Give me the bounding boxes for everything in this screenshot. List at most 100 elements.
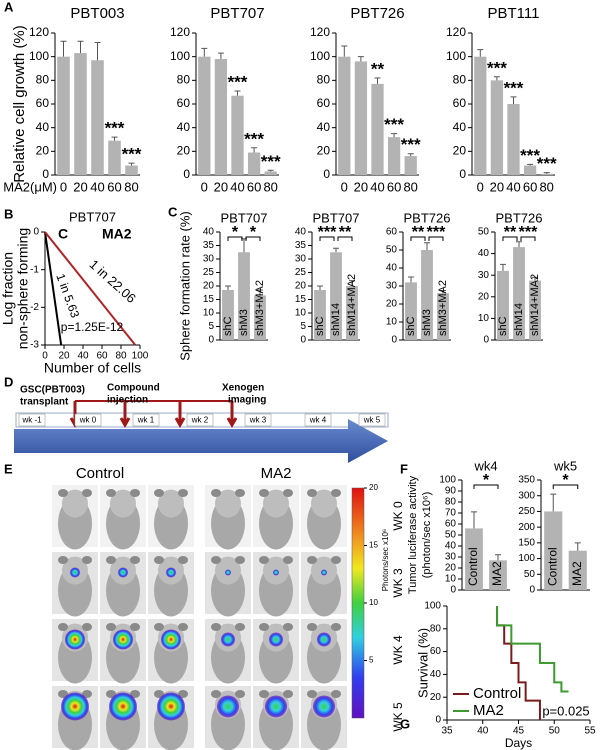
significance-bracket <box>473 484 499 489</box>
error-bar <box>510 96 517 104</box>
week-label: wk 5 <box>363 416 381 425</box>
x-tick-label: 100 <box>132 351 149 362</box>
error-bar <box>543 172 550 174</box>
mouse-ear <box>259 690 269 698</box>
event-label: transplant <box>20 397 69 408</box>
error-bar <box>500 263 506 271</box>
y-axis-label: Relative cell growth (%) <box>11 25 28 183</box>
category-label: shM3 <box>238 309 250 336</box>
week-box <box>18 413 46 427</box>
y-tick-label: 0 <box>183 167 190 181</box>
mouse-ear <box>130 556 140 564</box>
error-bar <box>550 493 557 512</box>
event-label: injection <box>107 395 148 406</box>
mouse-ear <box>58 556 68 564</box>
error-bar <box>225 285 231 291</box>
error-bar <box>349 280 355 286</box>
bar <box>264 171 277 175</box>
legend-label: MA2 <box>102 226 132 242</box>
y-tick-label: 25 <box>203 267 215 278</box>
mouse-ear <box>283 489 293 497</box>
mouse-head <box>215 489 241 518</box>
bar <box>125 165 138 175</box>
category-label: shM14+MA2 <box>346 274 358 336</box>
x-tick-label: 60 <box>523 179 537 194</box>
x-tick-label: 50 <box>549 726 561 737</box>
y-tick-label: 40 <box>203 227 215 238</box>
y-tick-label: 20 <box>203 281 215 292</box>
category-label: shC <box>497 316 509 336</box>
chart-title: PBT003 <box>70 5 124 22</box>
error-bar <box>493 76 500 81</box>
y-tick-label: 0 <box>529 585 535 596</box>
x-tick-label: 40 <box>506 179 520 194</box>
luminescence <box>273 569 279 576</box>
error-bar <box>495 554 501 561</box>
x-tick-label: 40 <box>477 726 489 737</box>
panel-label: A <box>4 0 14 14</box>
mouse-ear <box>307 556 317 564</box>
mouse-ear <box>235 690 245 698</box>
bar <box>91 60 104 175</box>
luminescence <box>113 629 133 650</box>
significance-bracket <box>520 236 536 241</box>
y-tick-label: 20 <box>177 144 191 158</box>
y-tick-label: 20 <box>430 692 442 703</box>
series-line <box>44 231 137 346</box>
error-bar <box>267 169 274 172</box>
chart-title: PBT111 <box>488 5 540 22</box>
y-tick-label: 40 <box>445 541 457 552</box>
mouse-ear <box>106 489 116 497</box>
category-label: Control <box>545 547 559 586</box>
error-bar <box>251 147 258 153</box>
mouse-head <box>62 489 88 518</box>
mouse-ear <box>178 623 188 631</box>
series-line <box>496 606 569 693</box>
error-bar <box>471 511 477 529</box>
x-tick-label: 80 <box>115 351 127 362</box>
error-bar <box>257 289 263 296</box>
y-tick-label: 80 <box>177 73 191 87</box>
x-tick-label: 20 <box>354 179 368 194</box>
chart-title: PBT726 <box>350 5 404 22</box>
mouse-ear <box>211 556 221 564</box>
luminescence <box>317 632 331 647</box>
luminescence <box>217 695 239 718</box>
series-line <box>44 231 63 346</box>
y-axis-label: Survival (%) <box>415 628 430 698</box>
y-tick-label: 0 <box>300 335 306 346</box>
category-label: shC <box>314 316 326 336</box>
annotation: 1 in 22.06 <box>86 257 138 306</box>
luminescence <box>157 692 185 721</box>
error-bar <box>357 56 364 62</box>
chart-title: wk4 <box>473 458 497 473</box>
y-axis-label: Tumor luciferase activity <box>407 475 419 594</box>
bar <box>529 280 541 340</box>
luminescence <box>65 629 85 650</box>
x-axis-label: Days <box>505 736 532 750</box>
significance: *** <box>401 135 421 154</box>
legend-label: Control <box>473 685 521 702</box>
y-tick-label: 60 <box>386 227 398 238</box>
y-tick-label: 15 <box>203 294 215 305</box>
y-tick-label: 0 <box>483 335 489 346</box>
y-tick-label: 0 <box>450 585 456 596</box>
x-tick-label: 40 <box>90 179 104 194</box>
mouse-head <box>263 489 289 518</box>
bar <box>231 95 244 175</box>
significance: *** <box>537 154 557 173</box>
y-tick-label: 5 <box>300 321 306 332</box>
y-tick-label: 80 <box>36 73 50 87</box>
y-tick-label: 0 <box>208 335 214 346</box>
error-bar <box>532 276 538 281</box>
mouse-ear <box>130 489 140 497</box>
y-tick-label: 20 <box>453 144 467 158</box>
y-tick-label: 20 <box>445 563 457 574</box>
y-tick-label: 20 <box>386 299 398 310</box>
y-tick-label: 60 <box>317 96 331 110</box>
y-tick-label: -3 <box>30 340 39 351</box>
mouse-ear <box>259 556 269 564</box>
y-tick-label: 60 <box>430 646 442 657</box>
y-tick-label: 50 <box>386 245 398 256</box>
mouse-ear <box>154 690 164 698</box>
